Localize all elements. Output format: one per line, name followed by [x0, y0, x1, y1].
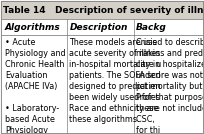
Text: Backg: Backg	[136, 23, 166, 32]
Text: Description: Description	[69, 23, 128, 32]
Text: These models are used to describe
acute severity of illness and predict
in-hospi: These models are used to describe acute …	[69, 38, 204, 124]
Text: Crisis
makin
care u
underl
patien
Profes
these 
CSC, 
for thi: Crisis makin care u underl patien Profes…	[136, 38, 161, 134]
Text: Algorithms: Algorithms	[4, 23, 60, 32]
Text: • Acute
Physiology and
Chronic Health
Evaluation
(APACHE IVa)

• Laboratory-
bas: • Acute Physiology and Chronic Health Ev…	[5, 38, 66, 134]
Bar	[1, 35, 203, 133]
Text: Table 14   Description of severity of illness measurements: Table 14 Description of severity of illn…	[3, 6, 204, 15]
Bar	[1, 1, 203, 19]
Bar	[1, 19, 203, 35]
